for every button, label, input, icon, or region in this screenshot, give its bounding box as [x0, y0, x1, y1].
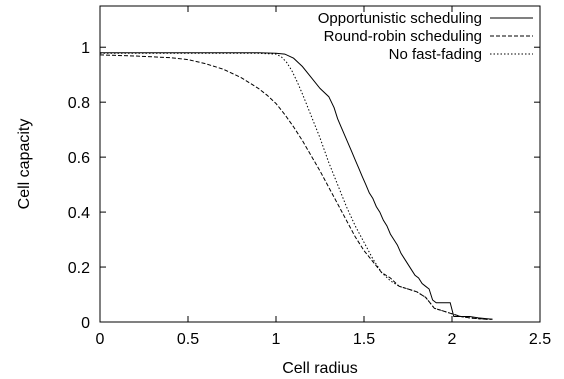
legend-label-1: Opportunistic scheduling — [318, 10, 482, 27]
x-tick-label: 2 — [448, 331, 457, 348]
y-tick-label: 0 — [81, 315, 90, 332]
series-layer — [100, 53, 493, 320]
y-tick-label: 0.8 — [68, 95, 90, 112]
y-tick-label: 0.6 — [68, 150, 90, 167]
series-line-2 — [100, 55, 493, 319]
series-line-3 — [100, 53, 493, 319]
series-line-1 — [100, 53, 493, 320]
y-tick-label: 0.2 — [68, 260, 90, 277]
x-tick-label: 0.5 — [177, 331, 199, 348]
y-axis-title: Cell capacity — [16, 119, 33, 210]
x-tick-label: 2.5 — [529, 331, 551, 348]
legend-label-3: No fast-fading — [389, 46, 482, 63]
x-tick-label: 1.5 — [353, 331, 375, 348]
x-tick-label: 0 — [96, 331, 105, 348]
y-tick-label: 1 — [81, 40, 90, 57]
x-tick-label: 1 — [272, 331, 281, 348]
y-tick-label: 0.4 — [68, 205, 90, 222]
x-axis-title: Cell radius — [282, 360, 358, 377]
legend-label-2: Round-robin scheduling — [324, 28, 482, 45]
